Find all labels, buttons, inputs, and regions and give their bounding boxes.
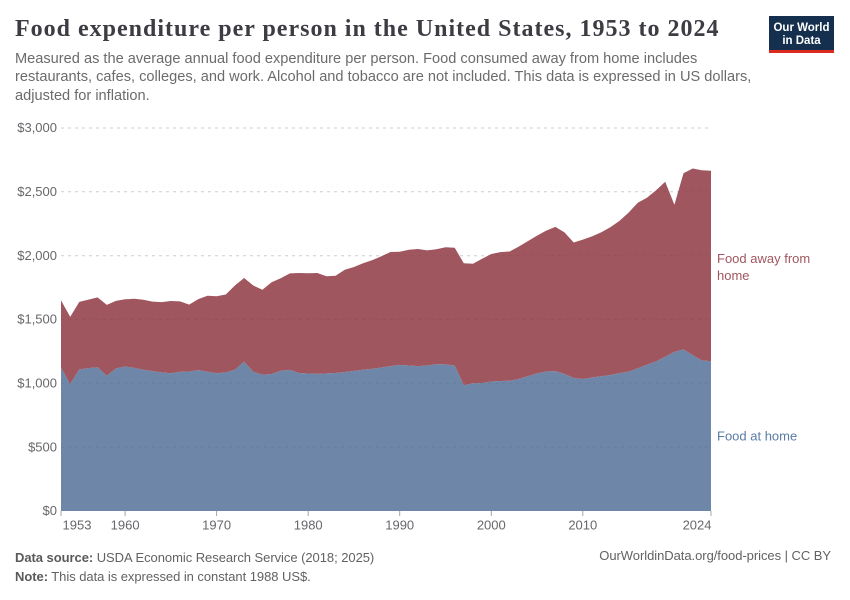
- svg-text:$1,000: $1,000: [17, 376, 57, 391]
- svg-text:1960: 1960: [111, 518, 140, 533]
- svg-text:Food at home: Food at home: [717, 429, 797, 444]
- svg-text:1953: 1953: [63, 518, 92, 533]
- svg-text:$0: $0: [43, 503, 57, 518]
- svg-text:2024: 2024: [683, 518, 712, 533]
- svg-text:1980: 1980: [294, 518, 323, 533]
- svg-text:2000: 2000: [477, 518, 506, 533]
- svg-text:$1,500: $1,500: [17, 312, 57, 327]
- svg-text:$2,000: $2,000: [17, 248, 57, 263]
- svg-text:1970: 1970: [202, 518, 231, 533]
- svg-text:home: home: [717, 268, 750, 283]
- svg-text:$3,000: $3,000: [17, 120, 57, 135]
- svg-text:2010: 2010: [568, 518, 597, 533]
- svg-text:1990: 1990: [385, 518, 414, 533]
- svg-text:$2,500: $2,500: [17, 184, 57, 199]
- svg-text:Food away from: Food away from: [717, 251, 810, 266]
- svg-text:$500: $500: [28, 439, 57, 454]
